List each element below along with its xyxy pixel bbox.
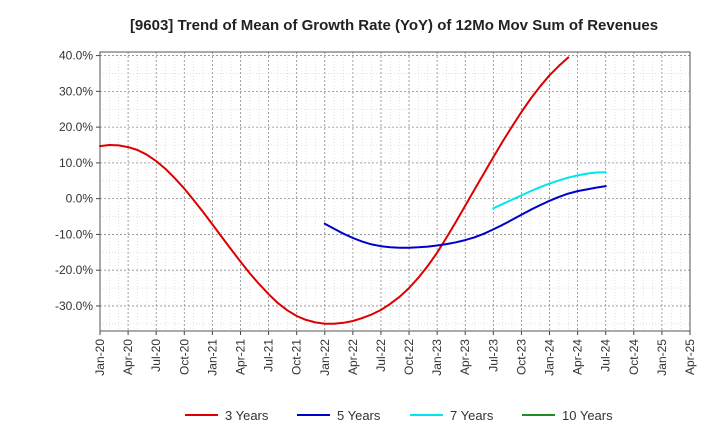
- y-tick-label: 40.0%: [59, 49, 93, 63]
- y-tick-label: 10.0%: [59, 156, 93, 170]
- plot-frame: [99, 51, 691, 332]
- legend-label: 10 Years: [562, 408, 613, 423]
- y-tick-label: -20.0%: [55, 263, 93, 277]
- x-tick-label: Apr-24: [571, 339, 585, 375]
- x-tick-label: Oct-24: [627, 339, 641, 375]
- x-tick-label: Jan-22: [318, 339, 332, 376]
- series-line-3-years: [99, 56, 570, 325]
- legend-label: 5 Years: [337, 408, 381, 423]
- x-tick-label: Oct-21: [290, 339, 304, 375]
- x-tick-label: Apr-20: [121, 339, 135, 375]
- x-tick-label: Jul-20: [149, 339, 163, 372]
- x-tick-label: Apr-25: [683, 339, 697, 375]
- x-tick-label: Oct-22: [402, 339, 416, 375]
- x-tick-label: Apr-23: [458, 339, 472, 375]
- plot-series: [99, 56, 607, 325]
- x-tick-label: Jan-25: [655, 339, 669, 376]
- axes: 40.0% 30.0% 20.0% 10.0% 0.0% -10.0% -20.0% -30.…: [55, 49, 697, 376]
- x-tick-label: Oct-23: [514, 339, 528, 375]
- y-tick-label: -10.0%: [55, 227, 93, 241]
- x-tick-label: Jan-23: [430, 339, 444, 376]
- chart-title: [9603] Trend of Mean of Growth Rate (YoY…: [130, 17, 658, 34]
- legend-label: 3 Years: [225, 408, 269, 423]
- x-tick-label: Jan-24: [543, 339, 557, 376]
- series-line-7-years: [492, 171, 607, 210]
- y-tick-label: -30.0%: [55, 299, 93, 313]
- y-tick-label: 20.0%: [59, 120, 93, 134]
- x-tick-label: Oct-20: [177, 339, 191, 375]
- grid: [100, 52, 690, 331]
- x-tick-label: Jul-22: [374, 339, 388, 372]
- series-line-5-years: [323, 185, 607, 249]
- plot-area: [100, 52, 690, 331]
- x-tick-label: Jan-20: [93, 339, 107, 376]
- x-tick-label: Jan-21: [205, 339, 219, 376]
- x-tick-label: Apr-22: [346, 339, 360, 375]
- legend: 3 Years 5 Years 7 Years 10 Years: [185, 408, 613, 423]
- y-tick-label: 30.0%: [59, 84, 93, 98]
- y-tick-label: 0.0%: [66, 192, 94, 206]
- x-tick-label: Apr-21: [233, 339, 247, 375]
- legend-label: 7 Years: [450, 408, 494, 423]
- x-tick-label: Jul-21: [262, 339, 276, 372]
- x-tick-label: Jul-24: [599, 339, 613, 372]
- x-tick-label: Jul-23: [486, 339, 500, 372]
